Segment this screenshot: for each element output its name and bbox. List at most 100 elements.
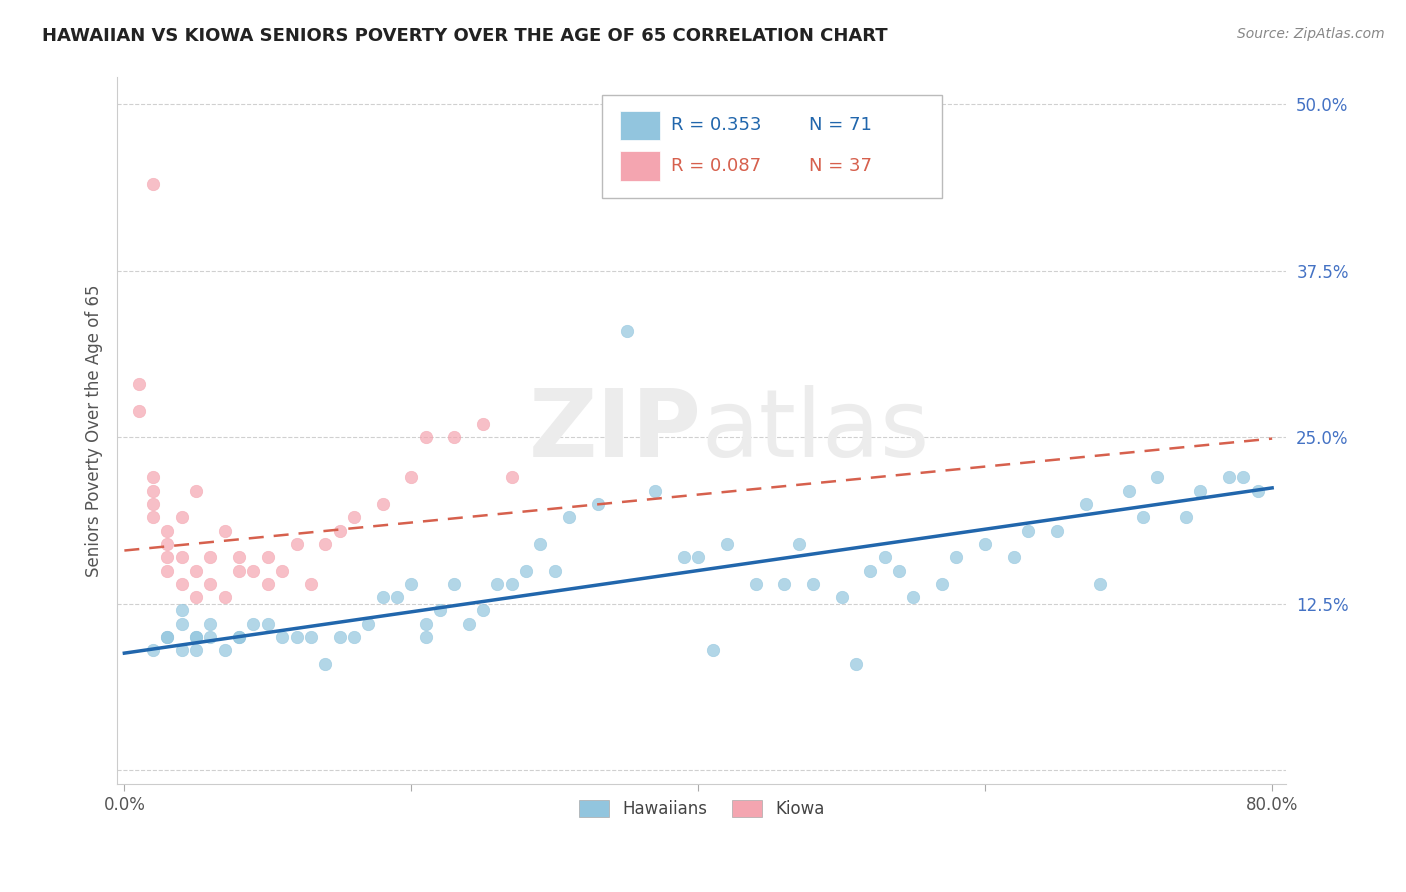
Point [200, 577, 222, 591]
Point [429, 603, 451, 617]
Point [170, 510, 193, 524]
Point [256, 550, 278, 565]
Point [501, 470, 523, 484]
Point [859, 564, 882, 578]
Text: N = 71: N = 71 [810, 117, 872, 135]
Point [887, 564, 910, 578]
Point [586, 497, 609, 511]
Point [903, 590, 925, 604]
Point [228, 630, 250, 644]
Point [1017, 524, 1039, 538]
Point [688, 550, 710, 565]
Point [529, 537, 551, 551]
Point [873, 550, 896, 565]
Point [845, 657, 868, 671]
Point [357, 616, 380, 631]
Text: R = 0.353: R = 0.353 [672, 117, 762, 135]
Point [457, 616, 479, 631]
Y-axis label: Seniors Poverty Over the Age of 65: Seniors Poverty Over the Age of 65 [86, 285, 103, 577]
Point [773, 577, 796, 591]
Point [616, 324, 638, 338]
Point [1218, 470, 1240, 484]
Point [716, 537, 738, 551]
Point [672, 550, 695, 565]
Point [515, 564, 537, 578]
Point [831, 590, 853, 604]
Point [200, 630, 222, 644]
Point [242, 616, 264, 631]
Point [142, 497, 165, 511]
Point [1175, 510, 1198, 524]
FancyBboxPatch shape [620, 151, 659, 180]
Point [343, 630, 366, 644]
Point [285, 630, 308, 644]
Point [128, 403, 150, 417]
Point [744, 577, 766, 591]
Legend: Hawaiians, Kiowa: Hawaiians, Kiowa [572, 793, 831, 825]
Point [156, 524, 179, 538]
Point [385, 590, 408, 604]
Point [184, 483, 207, 498]
Point [299, 630, 322, 644]
Point [214, 524, 236, 538]
Point [142, 470, 165, 484]
Point [1146, 470, 1168, 484]
Point [156, 630, 179, 644]
Point [142, 177, 165, 191]
Point [256, 616, 278, 631]
FancyBboxPatch shape [602, 95, 942, 197]
FancyBboxPatch shape [620, 111, 659, 140]
Point [170, 643, 193, 657]
Point [156, 537, 179, 551]
Point [401, 577, 423, 591]
Point [170, 616, 193, 631]
Point [415, 430, 437, 444]
Point [170, 603, 193, 617]
Point [501, 577, 523, 591]
Point [329, 630, 352, 644]
Point [1247, 483, 1270, 498]
Point [1132, 510, 1154, 524]
Point [200, 550, 222, 565]
Point [1002, 550, 1025, 565]
Point [343, 510, 366, 524]
Point [801, 577, 824, 591]
Point [371, 590, 394, 604]
Point [472, 603, 495, 617]
Point [314, 657, 336, 671]
Point [1088, 577, 1111, 591]
Point [214, 590, 236, 604]
Point [401, 470, 423, 484]
Point [271, 564, 294, 578]
Point [443, 577, 465, 591]
Text: HAWAIIAN VS KIOWA SENIORS POVERTY OVER THE AGE OF 65 CORRELATION CHART: HAWAIIAN VS KIOWA SENIORS POVERTY OVER T… [42, 27, 887, 45]
Text: R = 0.087: R = 0.087 [672, 157, 762, 175]
Point [945, 550, 967, 565]
Point [931, 577, 953, 591]
Point [228, 550, 250, 565]
Point [329, 524, 352, 538]
Point [142, 510, 165, 524]
Point [486, 577, 509, 591]
Point [472, 417, 495, 431]
Point [314, 537, 336, 551]
Point [170, 550, 193, 565]
Point [544, 564, 567, 578]
Point [558, 510, 581, 524]
Text: ZIP: ZIP [529, 384, 702, 476]
Point [787, 537, 810, 551]
Point [1189, 483, 1212, 498]
Point [256, 577, 278, 591]
Point [1232, 470, 1254, 484]
Point [142, 483, 165, 498]
Point [156, 564, 179, 578]
Point [170, 577, 193, 591]
Point [644, 483, 666, 498]
Point [285, 537, 308, 551]
Point [142, 643, 165, 657]
Point [214, 643, 236, 657]
Point [128, 376, 150, 391]
Point [228, 564, 250, 578]
Point [184, 590, 207, 604]
Point [1046, 524, 1069, 538]
